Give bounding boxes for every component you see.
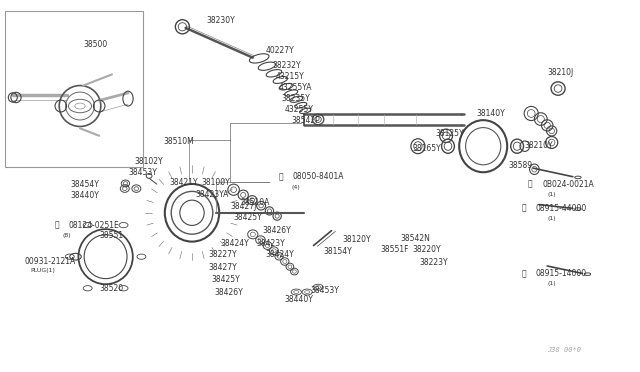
Text: 08124-0251E: 08124-0251E	[68, 221, 119, 230]
Text: (1): (1)	[547, 192, 556, 197]
Text: 38500: 38500	[83, 40, 108, 49]
Text: Ⓑ: Ⓑ	[54, 221, 59, 230]
Text: J38 00*0: J38 00*0	[547, 347, 581, 353]
Text: 38423YA: 38423YA	[195, 190, 228, 199]
Text: 38154Y: 38154Y	[323, 247, 352, 256]
Text: 38542N: 38542N	[400, 234, 430, 243]
Text: 38510A: 38510A	[240, 198, 269, 207]
Text: 38551: 38551	[99, 231, 124, 240]
Text: 40227Y: 40227Y	[266, 46, 294, 55]
Text: 38520: 38520	[99, 284, 124, 293]
Text: 38210Y: 38210Y	[525, 141, 554, 150]
Text: 38423Y: 38423Y	[256, 239, 285, 248]
Text: 38454Y: 38454Y	[70, 180, 99, 189]
Text: 38440Y: 38440Y	[285, 295, 314, 304]
Text: (1): (1)	[547, 216, 556, 221]
Text: (8): (8)	[63, 232, 71, 238]
Text: 00931-2121A: 00931-2121A	[24, 257, 76, 266]
Text: 38421Y: 38421Y	[170, 178, 198, 187]
Text: 43215Y: 43215Y	[275, 72, 304, 81]
Text: 38424Y: 38424Y	[221, 239, 250, 248]
Text: 38440Y: 38440Y	[70, 191, 99, 200]
Text: 38120Y: 38120Y	[342, 235, 371, 244]
Text: 38426Y: 38426Y	[214, 288, 243, 296]
Text: 08915-14000: 08915-14000	[536, 269, 587, 278]
Text: 38230Y: 38230Y	[207, 16, 235, 25]
Text: 43255YA: 43255YA	[278, 83, 312, 92]
Text: Ⓑ: Ⓑ	[528, 180, 532, 189]
Text: PLUG(1): PLUG(1)	[31, 268, 56, 273]
Text: 38589: 38589	[509, 161, 533, 170]
Text: 38427J: 38427J	[230, 202, 257, 211]
Text: (1): (1)	[547, 281, 556, 286]
Text: 38425Y: 38425Y	[234, 213, 262, 222]
Text: 38220Y: 38220Y	[413, 245, 442, 254]
Bar	[5, 11, 143, 167]
Text: 38140Y: 38140Y	[477, 109, 506, 118]
Text: 38232Y: 38232Y	[272, 61, 301, 70]
Text: 38227Y: 38227Y	[208, 250, 237, 259]
Text: 38427Y: 38427Y	[208, 263, 237, 272]
Text: Ⓦ: Ⓦ	[522, 204, 526, 213]
Text: 38223Y: 38223Y	[419, 258, 448, 267]
Text: 38551F: 38551F	[381, 245, 410, 254]
Text: 38426Y: 38426Y	[262, 226, 291, 235]
Text: 38100Y: 38100Y	[202, 178, 230, 187]
Text: 38453Y: 38453Y	[128, 169, 157, 177]
Text: 38453Y: 38453Y	[310, 286, 339, 295]
Text: 08050-8401A: 08050-8401A	[292, 172, 344, 181]
Text: 38425Y: 38425Y	[211, 275, 240, 283]
Text: 0B024-0021A: 0B024-0021A	[542, 180, 594, 189]
Text: 38125Y: 38125Y	[435, 129, 464, 138]
Text: Ⓦ: Ⓦ	[522, 269, 526, 278]
Text: 38165Y: 38165Y	[413, 144, 442, 153]
Text: Ⓑ: Ⓑ	[278, 172, 283, 181]
Text: 38102Y: 38102Y	[134, 157, 163, 166]
Text: 38510M: 38510M	[163, 137, 194, 146]
Text: (4): (4)	[291, 185, 300, 190]
Text: 43255Y: 43255Y	[285, 105, 314, 114]
Text: 08915-44000: 08915-44000	[536, 204, 587, 213]
Text: 38210J: 38210J	[547, 68, 573, 77]
Text: 38424Y: 38424Y	[266, 250, 294, 259]
Text: 38542P: 38542P	[291, 116, 320, 125]
Text: 38235Y: 38235Y	[282, 94, 310, 103]
